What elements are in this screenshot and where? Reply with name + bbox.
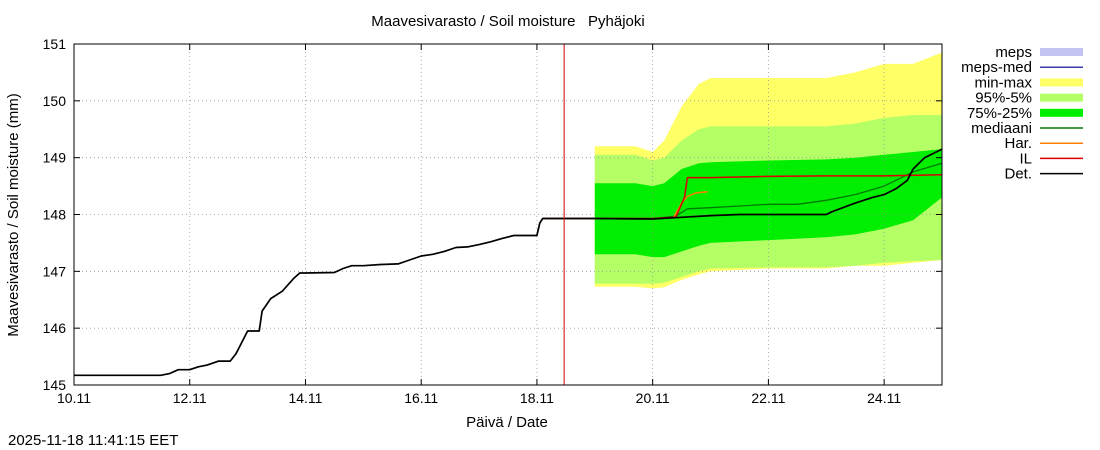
legend-label: mediaani (971, 120, 1032, 137)
x-tick-label: 12.11 (173, 390, 207, 406)
legend-label: 75%-25% (967, 105, 1032, 122)
series-lines (74, 44, 943, 385)
legend-swatch-box (1040, 48, 1083, 56)
y-tick-label: 150 (43, 93, 67, 109)
legend-label: min-max (974, 74, 1032, 91)
chart-title: Maavesivarasto / Soil moisture Pyhäjoki (371, 13, 644, 30)
x-tick-label: 14.11 (288, 390, 322, 406)
legend-label: Det. (1004, 166, 1032, 183)
legend-swatch-box (1040, 93, 1083, 102)
forecast-bands (594, 52, 942, 289)
y-tick-label: 148 (43, 207, 67, 223)
x-tick-label: 22.11 (751, 390, 785, 406)
x-tick-label: 10.11 (57, 390, 91, 406)
y-axis-label: Maavesivarasto / Soil moisture (mm) (5, 93, 22, 336)
y-tick-label: 151 (43, 36, 67, 52)
legend-label: IL (1019, 150, 1032, 167)
legend: mepsmeps-medmin-max95%-5%75%-25%mediaani… (961, 44, 1083, 183)
timestamp: 2025-11-18 11:41:15 EET (8, 432, 178, 449)
x-tick-label: 16.11 (404, 390, 438, 406)
legend-label: 95%-5% (975, 90, 1032, 107)
legend-label: Har. (1004, 135, 1032, 152)
legend-swatch-box (1040, 108, 1083, 117)
y-tick-label: 146 (43, 320, 67, 336)
gridlines (74, 44, 942, 385)
axis-ticks: 10.11 12.11 14.11 16.11 18.11 20.11 22.11 24.11… (43, 36, 942, 406)
x-tick-label: 18.11 (520, 390, 554, 406)
y-tick-label: 149 (43, 150, 67, 166)
y-tick-label: 145 (43, 377, 67, 393)
x-tick-label: 20.11 (636, 390, 670, 406)
y-tick-label: 147 (43, 263, 67, 279)
legend-label: meps-med (961, 59, 1032, 76)
x-tick-label: 24.11 (867, 390, 901, 406)
series-det-line (74, 148, 943, 377)
series-har-line (672, 191, 708, 219)
legend-label: meps (995, 44, 1032, 61)
x-axis-label: Päivä / Date (466, 414, 548, 431)
legend-swatch-box (1040, 78, 1083, 87)
